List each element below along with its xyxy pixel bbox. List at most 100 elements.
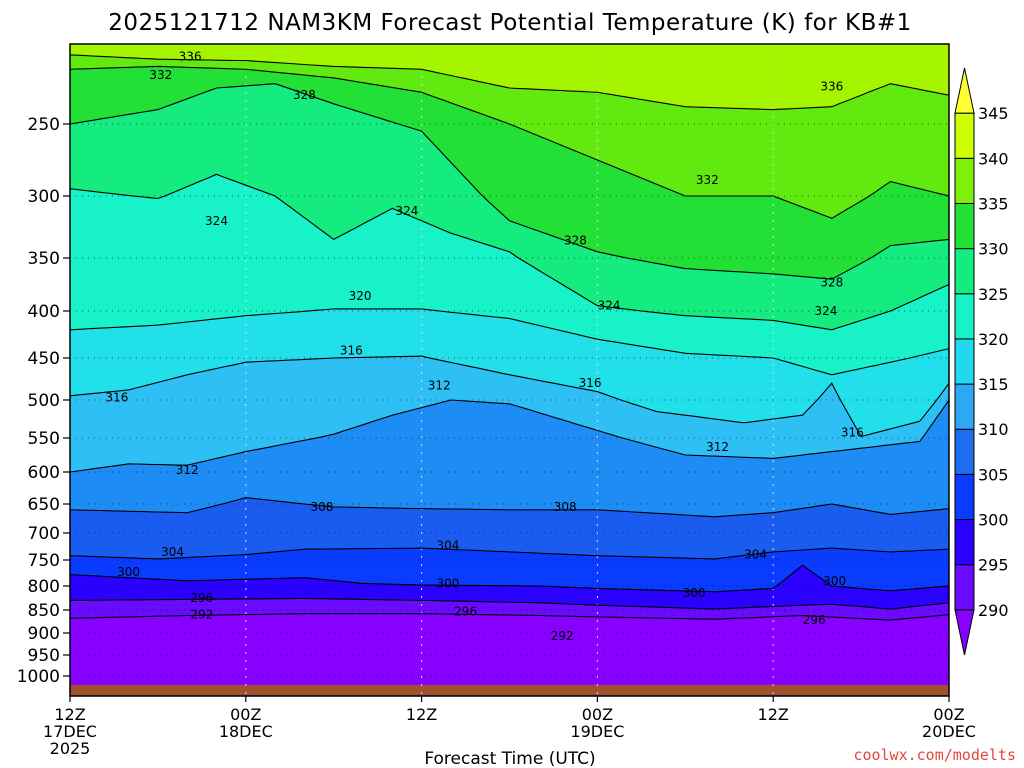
x-tick-label: 19DEC <box>570 722 624 741</box>
contour-label: 328 <box>820 275 843 289</box>
colorbar-segment <box>954 519 975 566</box>
contour-label: 336 <box>820 80 843 94</box>
colorbar-lower-triangle <box>954 609 975 656</box>
colorbar-upper-triangle <box>954 67 975 114</box>
contour-label: 332 <box>149 68 172 82</box>
contour-label: 312 <box>706 440 729 454</box>
contour-labels: 336 332 328 324 324 328 332 324 324 328 336 320 316 3… <box>105 49 863 643</box>
colorbar-label: 345 <box>978 104 1009 123</box>
contour-328 <box>70 83 949 280</box>
contour-label: 300 <box>437 576 460 590</box>
contour-label: 316 <box>841 426 864 440</box>
contour-label: 316 <box>105 390 128 404</box>
x-tick-label: 20DEC <box>922 722 976 741</box>
colorbar-segment <box>954 248 975 295</box>
contour-label: 312 <box>428 379 451 393</box>
contour-label: 296 <box>190 591 213 605</box>
y-tick-label: 450 <box>28 349 60 369</box>
x-tick-label: 18DEC <box>219 722 273 741</box>
contour-lines <box>70 54 949 621</box>
colorbar-segment <box>954 112 975 159</box>
y-tick-label: 550 <box>28 429 60 449</box>
y-tick-label: 950 <box>28 646 60 666</box>
y-tick-label: 850 <box>28 601 60 621</box>
contour-label: 316 <box>340 343 363 357</box>
ground-layer <box>70 685 949 696</box>
x-tick-label: 2025 <box>50 739 91 758</box>
contour-324 <box>70 173 949 331</box>
plot-frame <box>69 43 950 697</box>
colorbar-segment <box>954 383 975 430</box>
x-tick-label: 17DEC <box>43 722 97 741</box>
contour-332 <box>70 65 949 219</box>
contour-label: 308 <box>554 500 577 514</box>
contour-label: 300 <box>683 586 706 600</box>
chart-title: 2025121712 NAM3KM Forecast Potential Tem… <box>108 10 912 36</box>
x-tick-label: 12Z <box>406 705 437 724</box>
grid-lines <box>70 44 949 696</box>
contour-label: 336 <box>179 49 202 63</box>
x-tick-label: 12Z <box>54 705 85 724</box>
contour-label: 308 <box>311 500 334 514</box>
colorbar-segment <box>954 564 975 611</box>
contour-label: 324 <box>395 204 418 218</box>
contour-label: 296 <box>803 613 826 627</box>
colorbar-label: 290 <box>978 601 1009 620</box>
contour-304 <box>70 547 949 560</box>
y-tick-label: 300 <box>28 187 60 207</box>
contour-label: 332 <box>696 173 719 187</box>
colorbar-segment <box>954 428 975 475</box>
contour-label: 320 <box>349 289 372 303</box>
y-tick-label: 750 <box>28 551 60 571</box>
contour-label: 292 <box>190 608 213 622</box>
plot-area: 336 332 328 324 324 328 332 324 324 328 336 320 316 3… <box>70 44 949 696</box>
contour-label: 316 <box>579 376 602 390</box>
contour-label: 300 <box>117 565 140 579</box>
x-tick-label: 12Z <box>758 705 789 724</box>
contour-300 <box>70 564 949 593</box>
colorbar-label: 300 <box>978 511 1009 530</box>
y-tick-label: 500 <box>28 391 60 411</box>
colorbar-segment <box>954 338 975 385</box>
y-tick-label: 800 <box>28 577 60 597</box>
band-above-336 <box>70 44 949 110</box>
colorbar-label: 340 <box>978 149 1009 168</box>
contour-label: 324 <box>205 214 228 228</box>
colorbar-label: 310 <box>978 420 1009 439</box>
contour-292 <box>70 613 949 621</box>
x-tick-label: 00Z <box>582 705 613 724</box>
contour-label: 304 <box>744 548 767 562</box>
contour-label: 328 <box>564 234 587 248</box>
contour-label: 300 <box>823 574 846 588</box>
contour-label: 324 <box>598 299 621 313</box>
contour-label: 328 <box>293 88 316 102</box>
y-tick-label: 700 <box>28 524 60 544</box>
contour-label: 312 <box>176 463 199 477</box>
contour-308 <box>70 497 949 518</box>
y-tick-label: 900 <box>28 624 60 644</box>
y-tick-label: 350 <box>28 249 60 269</box>
x-axis-label: Forecast Time (UTC) <box>424 749 595 768</box>
contour-312 <box>70 399 949 473</box>
colorbar-label: 320 <box>978 330 1009 349</box>
filled-bands <box>70 44 949 621</box>
contour-label: 296 <box>454 604 477 618</box>
contour-label: 292 <box>551 629 574 643</box>
colorbar-label: 315 <box>978 375 1009 394</box>
y-tick-label: 650 <box>28 495 60 515</box>
contour-label: 324 <box>814 304 837 318</box>
y-tick-label: 250 <box>28 115 60 135</box>
y-tick-label: 1000 <box>17 667 60 687</box>
contour-316 <box>70 355 949 438</box>
y-axis: 250 300 350 400 450 500 550 600 650 700 750 800 850 9… <box>17 115 70 687</box>
contour-label: 304 <box>437 538 460 552</box>
colorbar-segment <box>954 293 975 340</box>
credit-text[interactable]: coolwx.com/modelts <box>853 746 1016 764</box>
x-tick-label: 00Z <box>933 705 964 724</box>
contour-label: 304 <box>161 545 184 559</box>
contour-336 <box>70 54 949 111</box>
colorbar-label: 335 <box>978 194 1009 213</box>
y-tick-label: 600 <box>28 463 60 483</box>
